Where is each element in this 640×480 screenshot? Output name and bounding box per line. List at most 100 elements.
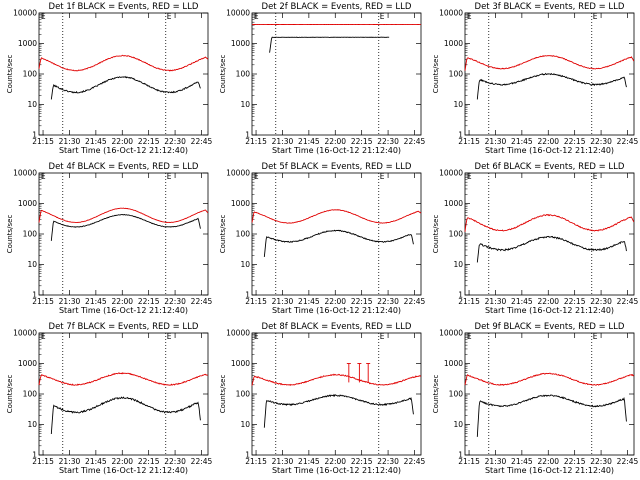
chart-title: Det 9f BLACK = Events, RED = LLD [475,322,625,332]
y-axis-label: Counts/sec [6,375,14,414]
lld-series-line [251,373,422,386]
chart-svg: Det 1f BLACK = Events, RED = LLD 1 10 100 10… [6,2,213,155]
events-series-line [50,75,201,100]
x-tick-label: 22:00 [537,457,559,466]
y-tick-label: 1000 [231,359,250,368]
y-tick-label: 10000 [439,329,463,338]
x-tick-label: 21:15 [32,457,54,466]
lld-series-line [38,372,208,386]
x-tick-label: 22:15 [564,297,586,306]
y-tick-label: 1000 [18,39,37,48]
plot-frame [38,172,209,296]
x-tick-label: 21:15 [458,297,480,306]
y-tick-label: 10000 [13,329,37,338]
detector-panel-7: Det 7f BLACK = Events, RED = LLD 1 10 100 10… [0,320,213,480]
chart-title: Det 2f BLACK = Events, RED = LLD [262,2,412,12]
y-tick-label: 10000 [226,169,250,178]
plot-frame [251,172,422,296]
chart-title: Det 7f BLACK = Events, RED = LLD [49,322,199,332]
x-tick-label: 21:15 [245,457,267,466]
x-axis-label: Start Time (16-Oct-12 21:12:40) [59,466,188,475]
x-tick-label: 22:45 [617,457,639,466]
x-tick-label: 22:45 [404,457,426,466]
x-tick-label: 22:15 [351,297,373,306]
x-tick-label: 21:30 [272,297,294,306]
y-tick-label: 10000 [439,9,463,18]
x-tick-label: 21:45 [298,457,320,466]
y-tick-label: 100 [236,390,251,399]
y-tick-label: 10000 [13,169,37,178]
x-tick-label: 21:45 [511,457,533,466]
chart-title: Det 5f BLACK = Events, RED = LLD [262,162,412,172]
event-marker-label: E [380,332,385,341]
chart-svg: Det 3f BLACK = Events, RED = LLD 1 10 100 10… [432,2,639,155]
y-axis-label: Counts/sec [219,375,227,414]
y-tick-label: 10 [453,100,463,109]
events-series-line [50,213,201,241]
x-tick-label: 21:15 [245,297,267,306]
chart-title: Det 8f BLACK = Events, RED = LLD [262,322,412,332]
event-marker-label: E [593,332,598,341]
x-tick-label: 21:15 [32,297,54,306]
events-series-line [476,394,627,437]
detector-panel-6: Det 6f BLACK = Events, RED = LLD 1 10 100 10… [426,160,639,320]
x-tick-label: 21:30 [59,297,81,306]
plot-frame [38,332,209,456]
x-tick-label: 22:30 [164,457,186,466]
y-tick-label: 10 [453,260,463,269]
x-tick-label: 21:30 [485,457,507,466]
y-tick-label: 100 [236,230,251,239]
y-tick-label: 10000 [13,9,37,18]
y-axis-label: Counts/sec [432,375,440,414]
y-tick-label: 10000 [226,329,250,338]
x-tick-label: 22:15 [351,137,373,146]
x-tick-label: 22:30 [590,297,612,306]
y-axis-label: Counts/sec [219,55,227,94]
detector-panel-1: Det 1f BLACK = Events, RED = LLD 1 10 100 10… [0,0,213,160]
lld-series-line [464,372,635,387]
chart-title: Det 6f BLACK = Events, RED = LLD [475,162,625,172]
chart-svg: Det 6f BLACK = Events, RED = LLD 1 10 100 10… [432,162,639,315]
y-tick-label: 10000 [226,9,250,18]
y-tick-label: 1000 [444,199,463,208]
detector-panel-8: Det 8f BLACK = Events, RED = LLD 1 10 100 10… [213,320,426,480]
detector-panel-5: Det 5f BLACK = Events, RED = LLD 1 10 100 10… [213,160,426,320]
x-tick-label: 21:45 [85,457,107,466]
chart-svg: Det 4f BLACK = Events, RED = LLD 1 10 100 10… [6,162,213,315]
y-tick-label: 10000 [439,169,463,178]
y-tick-label: 1000 [18,359,37,368]
x-tick-label: 21:45 [298,297,320,306]
event-marker-label: E [593,172,598,181]
events-series-line [476,72,627,100]
y-tick-label: 10 [27,100,37,109]
y-tick-label: 10 [240,260,250,269]
chart-svg: Det 5f BLACK = Events, RED = LLD 1 10 100 10… [219,162,426,315]
event-marker-label: E [167,332,172,341]
y-tick-label: 1000 [231,199,250,208]
lld-series-line [38,54,209,72]
event-marker-label: E [380,172,385,181]
y-tick-label: 1 [32,291,37,300]
x-tick-label: 21:15 [458,137,480,146]
y-tick-label: 100 [449,70,464,79]
detector-panel-9: Det 9f BLACK = Events, RED = LLD 1 10 100 10… [426,320,639,480]
plot-frame [464,172,635,296]
y-tick-label: 10 [27,420,37,429]
x-tick-label: 22:30 [377,297,399,306]
x-axis-label: Start Time (16-Oct-12 21:12:40) [272,466,401,475]
x-tick-label: 22:45 [617,137,639,146]
x-tick-label: 22:15 [138,137,160,146]
events-series-line [50,396,201,435]
event-marker-label: E [167,12,172,21]
lld-series-line [464,213,635,232]
events-series-line [263,393,414,428]
y-tick-label: 1000 [444,39,463,48]
chart-title: Det 4f BLACK = Events, RED = LLD [49,162,199,172]
x-tick-label: 21:30 [59,137,81,146]
y-tick-label: 100 [23,390,38,399]
x-tick-label: 21:45 [85,137,107,146]
x-tick-label: 21:15 [245,137,267,146]
y-tick-label: 1000 [231,39,250,48]
x-tick-label: 21:30 [272,137,294,146]
x-tick-label: 21:30 [272,457,294,466]
